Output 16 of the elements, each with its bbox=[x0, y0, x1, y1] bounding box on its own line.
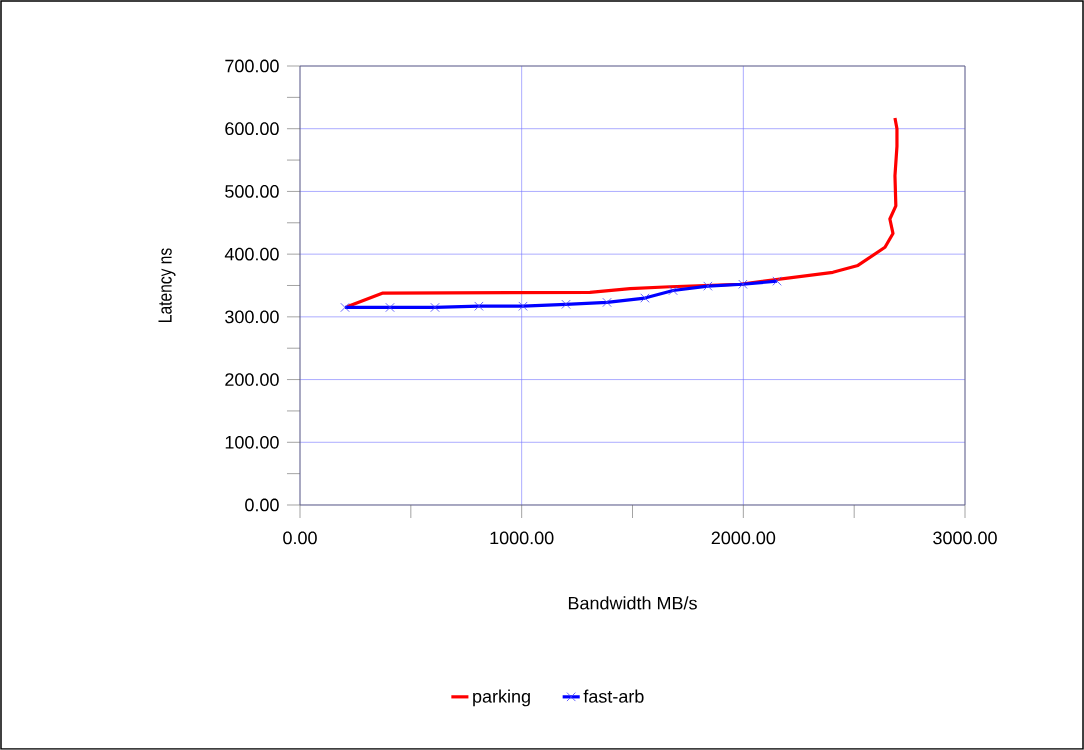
legend-label: fast-arb bbox=[583, 689, 644, 703]
legend-label: parking bbox=[473, 689, 530, 707]
y-tick-label: 200.00 bbox=[225, 373, 279, 386]
x-tick-label: 3000.00 bbox=[933, 531, 997, 545]
x-tick-label: 2000.00 bbox=[711, 531, 776, 545]
y-axis-title: Latency ns bbox=[158, 248, 176, 322]
y-tick-label: 100.00 bbox=[225, 435, 279, 449]
y-tick-label: 0.00 bbox=[245, 498, 279, 512]
x-tick-label: 1000.00 bbox=[490, 531, 554, 545]
x-axis-title: Bandwidth MB/s bbox=[568, 596, 697, 610]
y-tick-label: 300.00 bbox=[225, 310, 279, 324]
y-tick-label: 400.00 bbox=[224, 247, 279, 261]
y-tick-label: 600.00 bbox=[225, 122, 279, 136]
x-tick-label: 0.00 bbox=[283, 531, 317, 545]
y-tick-label: 500.00 bbox=[225, 185, 279, 198]
y-tick-label: 700.00 bbox=[225, 59, 279, 73]
